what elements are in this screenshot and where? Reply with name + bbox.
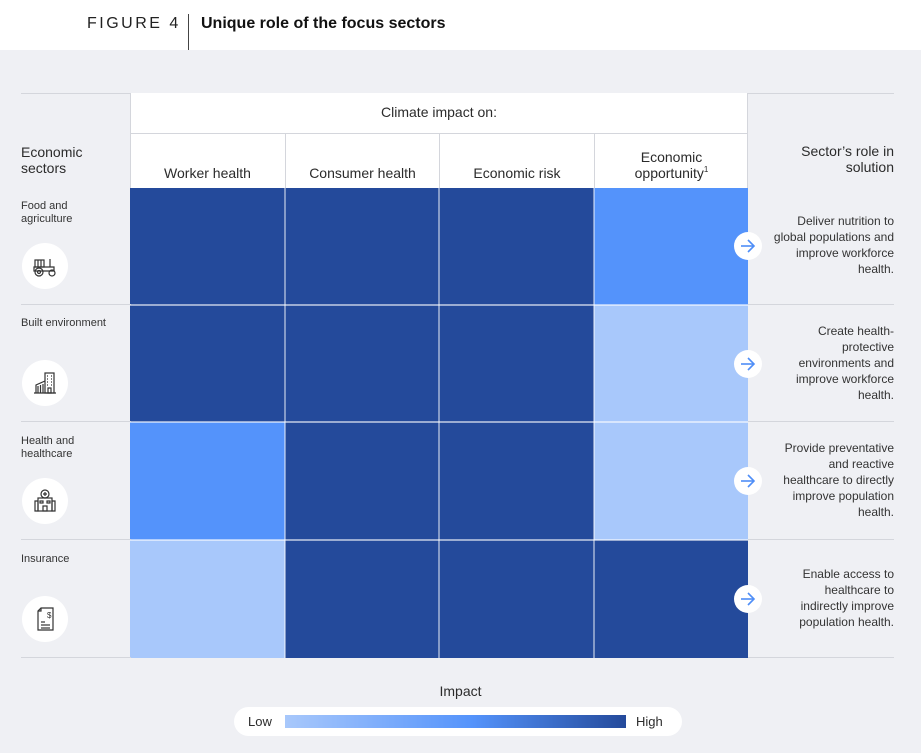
svg-text:$: $ bbox=[47, 611, 52, 620]
building-icon bbox=[22, 360, 68, 406]
role-text-insurance: Enable access to healthcare to indirectl… bbox=[799, 567, 894, 629]
column-label: Consumer health bbox=[309, 165, 416, 181]
figure-title: Unique role of the focus sectors bbox=[201, 15, 446, 32]
row-divider bbox=[21, 657, 131, 658]
heatmap-cell bbox=[439, 188, 594, 305]
grid-line bbox=[284, 188, 286, 658]
heatmap-cell bbox=[594, 188, 748, 305]
heatmap-cell bbox=[285, 422, 439, 540]
title-bar: FIGURE 4 Unique role of the focus sector… bbox=[0, 0, 921, 50]
heatmap-cell bbox=[285, 540, 439, 658]
hospital-icon bbox=[22, 478, 68, 524]
heatmap-cell bbox=[285, 188, 439, 305]
role-header: Sector’s role in solution bbox=[794, 143, 894, 175]
role-divider bbox=[748, 539, 894, 540]
legend-gradient-bar bbox=[285, 715, 626, 728]
column-label: Economic opportunity bbox=[634, 149, 704, 181]
grid-line bbox=[130, 421, 748, 423]
row-label-insurance: Insurance bbox=[21, 553, 70, 565]
grid-line bbox=[130, 304, 748, 306]
heatmap-cell bbox=[594, 540, 748, 658]
figure-label: FIGURE 4 bbox=[87, 15, 181, 32]
grid-line bbox=[438, 188, 440, 658]
sectors-header: Economic sectors bbox=[21, 144, 121, 176]
column-header-economic-risk: Economic risk bbox=[439, 134, 594, 188]
role-divider bbox=[748, 421, 894, 422]
heatmap-cell bbox=[594, 422, 748, 540]
heatmap-cell bbox=[130, 422, 285, 540]
role-divider bbox=[748, 304, 894, 305]
row-divider bbox=[21, 539, 131, 540]
footnote-marker: 1 bbox=[703, 165, 709, 174]
role-header-text: Sector’s role in solution bbox=[801, 143, 894, 175]
arrow-right-icon[interactable] bbox=[734, 350, 762, 378]
row-label-built: Built environment bbox=[21, 317, 106, 329]
title-divider bbox=[188, 14, 189, 50]
column-label: Worker health bbox=[164, 165, 251, 181]
column-label: Economic risk bbox=[473, 165, 561, 181]
arrow-right-icon[interactable] bbox=[734, 232, 762, 260]
climate-impact-header: Climate impact on: bbox=[381, 104, 497, 120]
column-header-economic-opportunity: Economic opportunity1 bbox=[594, 134, 748, 188]
role-text-food: Deliver nutrition to global populations … bbox=[773, 214, 894, 276]
sectors-header-text: Economic sectors bbox=[21, 144, 83, 176]
arrow-right-icon[interactable] bbox=[734, 585, 762, 613]
heatmap-cell bbox=[439, 422, 594, 540]
heatmap-cell bbox=[130, 305, 285, 422]
heatmap-cell bbox=[439, 540, 594, 658]
grid-line bbox=[593, 188, 595, 658]
header-divider bbox=[130, 133, 748, 134]
grid-line bbox=[130, 539, 748, 541]
role-text-built: Create health-protective environments an… bbox=[795, 324, 894, 402]
row-label-health: Health and healthcare bbox=[21, 435, 75, 460]
arrow-right-icon[interactable] bbox=[734, 467, 762, 495]
legend-title: Impact bbox=[439, 683, 482, 699]
column-header-worker-health: Worker health bbox=[130, 134, 285, 188]
heatmap-cell bbox=[130, 540, 285, 658]
legend-low-label: Low bbox=[248, 714, 272, 729]
column-header-consumer-health: Consumer health bbox=[285, 134, 439, 188]
row-label-food: Food and agriculture bbox=[21, 200, 73, 225]
legend-high-label: High bbox=[636, 714, 663, 729]
role-text-health: Provide preventative and reactive health… bbox=[783, 441, 894, 519]
heatmap-cell bbox=[594, 305, 748, 422]
tractor-icon bbox=[22, 243, 68, 289]
row-divider bbox=[21, 304, 131, 305]
heatmap-cell bbox=[285, 305, 439, 422]
heatmap-cell bbox=[439, 305, 594, 422]
row-divider bbox=[21, 421, 131, 422]
role-divider bbox=[748, 657, 894, 658]
heatmap-cell bbox=[130, 188, 285, 305]
document-dollar-icon: $ bbox=[22, 596, 68, 642]
